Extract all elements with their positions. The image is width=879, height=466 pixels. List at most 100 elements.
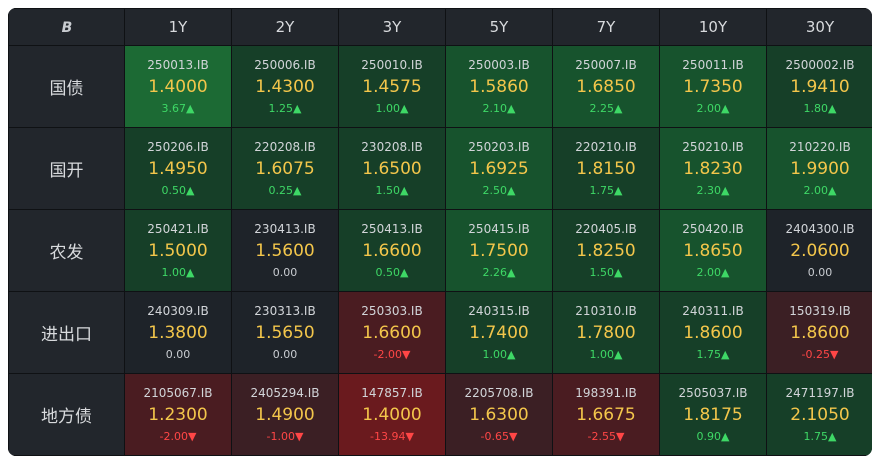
- bond-code: 250421.IB: [147, 221, 209, 236]
- yield-value: 1.9900: [790, 158, 850, 179]
- yield-change: 0.90▲: [696, 429, 730, 443]
- yield-cell[interactable]: 147857.IB 1.4000 -13.94▼: [338, 373, 446, 456]
- bond-type-label: 地方债: [8, 373, 125, 456]
- yield-value: 1.3800: [148, 322, 208, 343]
- yield-cell[interactable]: 240311.IB 1.8600 1.75▲: [659, 291, 767, 374]
- bond-type-label: 国开: [8, 127, 125, 210]
- yield-cell[interactable]: 250421.IB 1.5000 1.00▲: [124, 209, 232, 292]
- yield-change: 0.00: [165, 347, 191, 361]
- yield-value: 1.4300: [255, 76, 315, 97]
- bond-code: 250010.IB: [361, 57, 423, 72]
- bond-code: 250415.IB: [468, 221, 530, 236]
- yield-value: 1.7350: [683, 76, 743, 97]
- yield-value: 1.2300: [148, 404, 208, 425]
- yield-cell[interactable]: 250006.IB 1.4300 1.25▲: [231, 45, 339, 128]
- yield-cell[interactable]: 250303.IB 1.6600 -2.00▼: [338, 291, 446, 374]
- bond-code: 2500002.IB: [785, 57, 855, 72]
- yield-cell[interactable]: 2500002.IB 1.9410 1.80▲: [766, 45, 872, 128]
- bond-code: 230313.IB: [254, 303, 316, 318]
- yield-cell[interactable]: 250010.IB 1.4575 1.00▲: [338, 45, 446, 128]
- bond-type-row: 国债 250013.IB 1.4000 3.67▲ 250006.IB 1.4300 1.2…: [8, 45, 872, 128]
- yield-value: 1.4000: [148, 76, 208, 97]
- yield-cell[interactable]: 2505037.IB 1.8175 0.90▲: [659, 373, 767, 456]
- bond-type-row: 农发 250421.IB 1.5000 1.00▲ 230413.IB 1.5600 0.0…: [8, 209, 872, 292]
- bond-code: 250420.IB: [682, 221, 744, 236]
- yield-cell[interactable]: 240309.IB 1.3800 0.00: [124, 291, 232, 374]
- yield-value: 1.7400: [469, 322, 529, 343]
- yield-cell[interactable]: 250210.IB 1.8230 2.30▲: [659, 127, 767, 210]
- bond-type-label: 进出口: [8, 291, 125, 374]
- yield-cell[interactable]: 250420.IB 1.8650 2.00▲: [659, 209, 767, 292]
- yield-cell[interactable]: 220405.IB 1.8250 1.50▲: [552, 209, 660, 292]
- yield-value: 1.8250: [576, 240, 636, 261]
- yield-value: 1.4000: [362, 404, 422, 425]
- yield-change: 2.50▲: [482, 183, 516, 197]
- yield-change: 1.75▲: [696, 347, 730, 361]
- bond-code: 147857.IB: [361, 385, 423, 400]
- bond-code: 220405.IB: [575, 221, 637, 236]
- yield-change: 1.00▲: [589, 347, 623, 361]
- yield-cell[interactable]: 250415.IB 1.7500 2.26▲: [445, 209, 553, 292]
- bond-type-row: 地方债 2105067.IB 1.2300 -2.00▼ 2405294.IB 1.490…: [8, 373, 872, 456]
- tenor-header[interactable]: 2Y: [231, 8, 339, 46]
- yield-change: -2.55▼: [587, 429, 625, 443]
- yield-cell[interactable]: 250413.IB 1.6600 0.50▲: [338, 209, 446, 292]
- yield-cell[interactable]: 2105067.IB 1.2300 -2.00▼: [124, 373, 232, 456]
- tenor-header[interactable]: 1Y: [124, 8, 232, 46]
- bond-type-label: 国债: [8, 45, 125, 128]
- yield-change: 2.25▲: [589, 101, 623, 115]
- logo-cell: Β: [8, 8, 125, 46]
- yield-cell[interactable]: 230413.IB 1.5600 0.00: [231, 209, 339, 292]
- yield-value: 1.7800: [576, 322, 636, 343]
- yield-value: 1.6925: [469, 158, 529, 179]
- bond-code: 250203.IB: [468, 139, 530, 154]
- yield-change: 0.00: [272, 347, 298, 361]
- yield-cell[interactable]: 210220.IB 1.9900 2.00▲: [766, 127, 872, 210]
- tenor-header[interactable]: 5Y: [445, 8, 553, 46]
- yield-value: 1.9410: [790, 76, 850, 97]
- yield-cell[interactable]: 250007.IB 1.6850 2.25▲: [552, 45, 660, 128]
- yield-cell[interactable]: 198391.IB 1.6675 -2.55▼: [552, 373, 660, 456]
- yield-cell[interactable]: 220210.IB 1.8150 1.75▲: [552, 127, 660, 210]
- yield-change: 2.00▲: [696, 265, 730, 279]
- yield-change: 1.50▲: [375, 183, 409, 197]
- bond-code: 250413.IB: [361, 221, 423, 236]
- yield-cell[interactable]: 220208.IB 1.6075 0.25▲: [231, 127, 339, 210]
- bond-code: 230413.IB: [254, 221, 316, 236]
- yield-cell[interactable]: 250206.IB 1.4950 0.50▲: [124, 127, 232, 210]
- yield-cell[interactable]: 230313.IB 1.5650 0.00: [231, 291, 339, 374]
- yield-cell[interactable]: 150319.IB 1.8600 -0.25▼: [766, 291, 872, 374]
- yield-change: -0.65▼: [480, 429, 518, 443]
- yield-cell[interactable]: 250011.IB 1.7350 2.00▲: [659, 45, 767, 128]
- yield-cell[interactable]: 230208.IB 1.6500 1.50▲: [338, 127, 446, 210]
- yield-cell[interactable]: 2471197.IB 2.1050 1.75▲: [766, 373, 872, 456]
- yield-value: 1.6850: [576, 76, 636, 97]
- yield-value: 1.5600: [255, 240, 315, 261]
- yield-cell[interactable]: 250013.IB 1.4000 3.67▲: [124, 45, 232, 128]
- yield-value: 1.6500: [362, 158, 422, 179]
- bond-code: 250007.IB: [575, 57, 637, 72]
- tenor-header[interactable]: 30Y: [766, 8, 872, 46]
- tenor-header[interactable]: 3Y: [338, 8, 446, 46]
- yield-value: 2.1050: [790, 404, 850, 425]
- yield-value: 1.8600: [683, 322, 743, 343]
- yield-cell[interactable]: 2405294.IB 1.4900 -1.00▼: [231, 373, 339, 456]
- bond-code: 220208.IB: [254, 139, 316, 154]
- yield-change: -0.25▼: [801, 347, 839, 361]
- yield-matrix-panel: Β 1Y 2Y 3Y 5Y 7Y 10Y 30Y 国债 250013.IB 1.40…: [8, 8, 872, 456]
- yield-cell[interactable]: 210310.IB 1.7800 1.00▲: [552, 291, 660, 374]
- bond-code: 250206.IB: [147, 139, 209, 154]
- yield-value: 1.6600: [362, 240, 422, 261]
- bond-code: 240315.IB: [468, 303, 530, 318]
- yield-value: 1.4575: [362, 76, 422, 97]
- tenor-header[interactable]: 10Y: [659, 8, 767, 46]
- yield-cell[interactable]: 250203.IB 1.6925 2.50▲: [445, 127, 553, 210]
- yield-change: 1.00▲: [375, 101, 409, 115]
- yield-change: 2.10▲: [482, 101, 516, 115]
- yield-cell[interactable]: 2404300.IB 2.0600 0.00: [766, 209, 872, 292]
- yield-cell[interactable]: 250003.IB 1.5860 2.10▲: [445, 45, 553, 128]
- yield-cell[interactable]: 2205708.IB 1.6300 -0.65▼: [445, 373, 553, 456]
- tenor-header[interactable]: 7Y: [552, 8, 660, 46]
- yield-cell[interactable]: 240315.IB 1.7400 1.00▲: [445, 291, 553, 374]
- bond-code: 220210.IB: [575, 139, 637, 154]
